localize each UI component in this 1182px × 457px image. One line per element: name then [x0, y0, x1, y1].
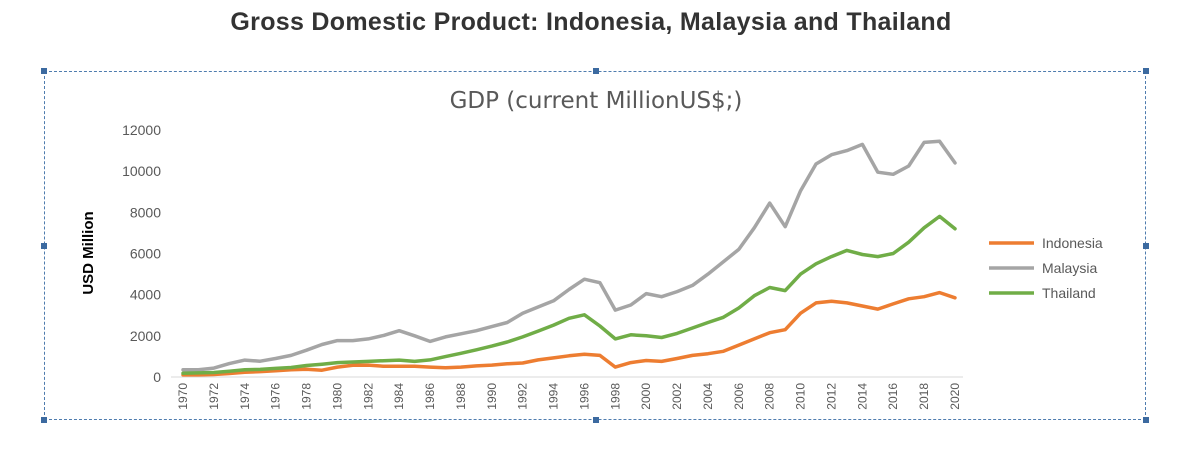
x-tick-label: 1986 [423, 383, 437, 410]
x-tick-label: 1972 [207, 383, 221, 410]
x-tick-label: 1994 [547, 383, 561, 410]
x-tick-label: 2020 [948, 383, 962, 410]
y-tick-label: 2000 [130, 328, 161, 344]
resize-handle-bottom-left[interactable] [41, 417, 47, 423]
legend-label-indonesia: Indonesia [1042, 235, 1103, 251]
x-tick-label: 2002 [670, 383, 684, 410]
y-tick-label: 12000 [122, 122, 161, 138]
legend: Indonesia Malaysia Thailand [989, 235, 1103, 301]
x-tick-label: 1992 [516, 383, 530, 410]
x-tick-label: 1982 [361, 383, 375, 410]
resize-handle-top-left[interactable] [41, 68, 47, 74]
y-tick-label: 4000 [130, 287, 161, 303]
x-tick-label: 1984 [392, 383, 406, 410]
resize-handle-bottom-middle[interactable] [593, 417, 599, 423]
x-tick-label: 1996 [577, 383, 591, 410]
x-tick-label: 2006 [732, 383, 746, 410]
x-tick-label: 2014 [855, 383, 869, 410]
series-lines [181, 139, 957, 377]
resize-handle-bottom-right[interactable] [1143, 417, 1149, 423]
y-tick-label: 6000 [130, 246, 161, 262]
x-tick-label: 1978 [300, 383, 314, 410]
resize-handle-top-middle[interactable] [593, 68, 599, 74]
x-tick-label: 1998 [608, 383, 622, 410]
x-tick-label: 1970 [176, 383, 190, 410]
x-axis-ticks: 1970 1972 1974 1976 1978 1980 1982 1984 1986 1988… [176, 383, 962, 410]
page-title: Gross Domestic Product: Indonesia, Malay… [230, 8, 952, 36]
x-tick-label: 1988 [454, 383, 468, 410]
resize-handle-top-right[interactable] [1143, 68, 1149, 74]
x-tick-label: 2004 [701, 383, 715, 410]
x-tick-label: 2018 [917, 383, 931, 410]
x-tick-label: 2000 [639, 383, 653, 410]
series-line-malaysia [181, 139, 957, 372]
x-tick-label: 1976 [269, 383, 283, 410]
chart-title: GDP (current MillionUS$;) [450, 88, 743, 114]
resize-handle-middle-left[interactable] [41, 243, 47, 249]
resize-handle-middle-right[interactable] [1143, 243, 1149, 249]
chart-frame[interactable] [41, 68, 1149, 423]
series-line-thailand [181, 214, 957, 376]
y-axis-ticks: 0 2000 4000 6000 8000 10000 12000 [122, 122, 161, 385]
y-axis-label: USD Million [80, 211, 97, 294]
x-tick-label: 2008 [763, 383, 777, 410]
legend-label-thailand: Thailand [1042, 285, 1096, 301]
x-tick-label: 2010 [794, 383, 808, 410]
x-tick-label: 2016 [886, 383, 900, 410]
y-tick-label: 0 [153, 369, 161, 385]
series-line-indonesia [181, 290, 957, 377]
x-tick-label: 1980 [330, 383, 344, 410]
x-tick-label: 2012 [824, 383, 838, 410]
y-tick-label: 10000 [122, 163, 161, 179]
x-tick-label: 1974 [238, 383, 252, 410]
x-tick-label: 1990 [485, 383, 499, 410]
y-tick-label: 8000 [130, 204, 161, 220]
legend-label-malaysia: Malaysia [1042, 260, 1097, 276]
